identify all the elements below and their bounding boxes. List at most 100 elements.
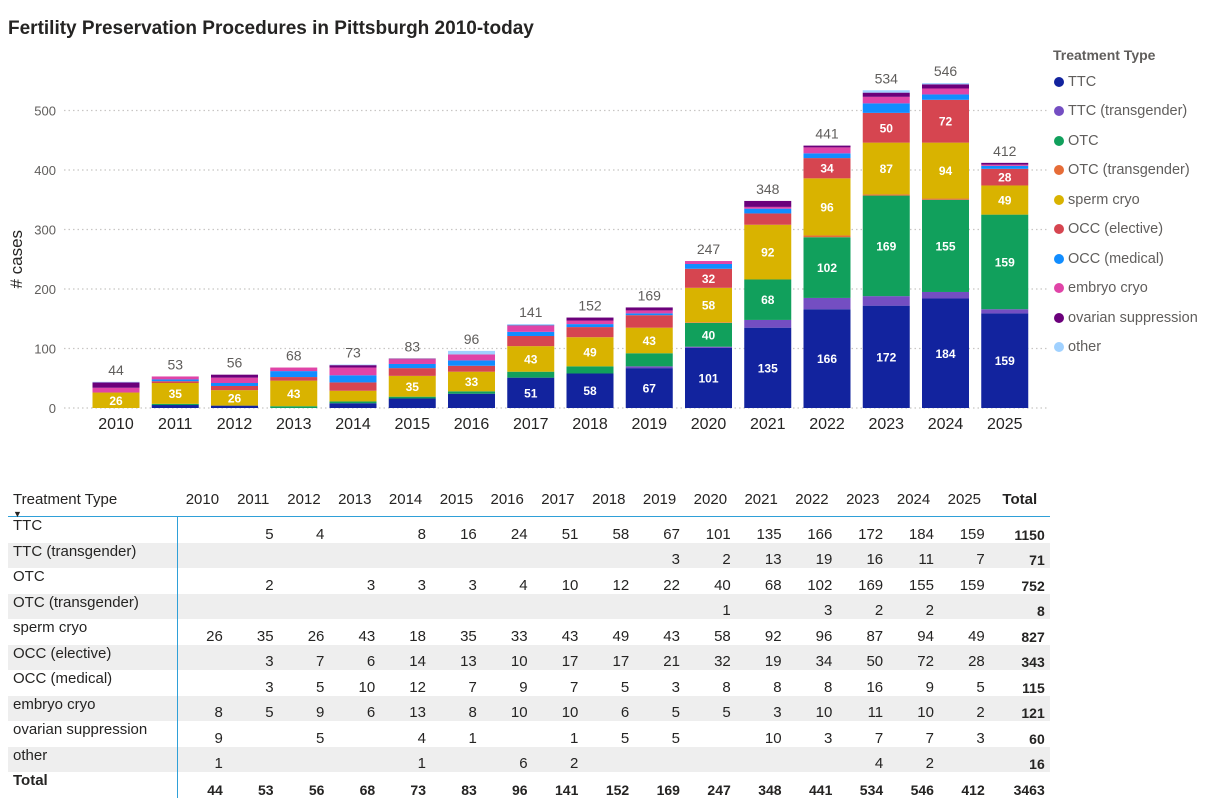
- table-row[interactable]: OTC (transgender) 1 3 2 2 8: [8, 593, 1050, 619]
- column-header-year[interactable]: 2022: [786, 483, 838, 517]
- table-cell: 155: [908, 576, 934, 594]
- legend-item[interactable]: OTC (transgender): [1053, 156, 1218, 186]
- bar-segment: [211, 390, 258, 406]
- legend-item[interactable]: embryo cryo: [1053, 274, 1218, 304]
- row-header: OCC (medical): [8, 670, 178, 696]
- column-header-total[interactable]: Total: [989, 483, 1050, 517]
- sort-descending-icon[interactable]: ▼: [13, 509, 22, 519]
- row-total-cell: 8: [989, 593, 1050, 619]
- segment-data-label: 169: [876, 239, 896, 253]
- legend-item[interactable]: sperm cryo: [1053, 185, 1218, 215]
- bar-segment: [862, 142, 910, 195]
- total-cell: 141: [555, 781, 579, 798]
- table-cell: 3: [824, 729, 833, 747]
- segment-data-label: 43: [287, 387, 301, 401]
- column-header-year[interactable]: 2023: [837, 483, 889, 517]
- table-cell: 2: [837, 593, 889, 619]
- column-header-year[interactable]: 2019: [634, 483, 685, 517]
- segment-data-label: 26: [109, 394, 123, 408]
- table-row[interactable]: other 1 1 6 2 4 2 16: [8, 746, 1050, 772]
- bar-segment: [862, 194, 910, 196]
- bar-segment: [685, 322, 732, 323]
- legend-item[interactable]: TTC (transgender): [1053, 97, 1218, 127]
- legend-item[interactable]: OCC (elective): [1053, 215, 1218, 245]
- column-header-year[interactable]: 2016: [481, 483, 533, 517]
- table-row[interactable]: embryo cryo 8 5 9 6 13 8 10 10 6 5 5 3 10 11 10 2 121: [8, 695, 1050, 721]
- table-row[interactable]: sperm cryo 26 35 26 43 18 35 33 43 49 43 58 92 96 87 94…: [8, 619, 1050, 645]
- legend-item[interactable]: ovarian suppression: [1053, 303, 1218, 333]
- bar-segment: [507, 325, 555, 326]
- table-cell: [329, 517, 380, 543]
- table-row[interactable]: OCC (elective) 3 7 6 14 13 10 17 17 21 32 19 34 50 72 2…: [8, 644, 1050, 670]
- segment-data-label: 155: [935, 239, 955, 253]
- table-cell: 3: [634, 542, 685, 568]
- legend-marker: [1054, 253, 1064, 264]
- table-cell: 3: [417, 576, 426, 594]
- table-row[interactable]: ovarian suppression 9 5 4 1 1 5 5 10 3 7 7 3 60: [8, 721, 1050, 747]
- bar-segment: [448, 360, 495, 366]
- column-header-year[interactable]: 2012: [278, 483, 330, 517]
- column-header-year[interactable]: 2024: [888, 483, 939, 517]
- table-row[interactable]: TTC (transgender) 3 2 13 19 16 11 7 71: [8, 542, 1050, 568]
- table-cell: 8: [430, 695, 482, 721]
- table-cell: 3: [735, 695, 787, 721]
- table-cell: [177, 644, 228, 670]
- bar-segment: [625, 307, 673, 311]
- bar-segment: [566, 317, 614, 321]
- y-tick-label: 400: [34, 163, 56, 178]
- table-cell: 5: [684, 695, 736, 721]
- table-row[interactable]: TTC 5 4 8 16 24 51 58 67 101 135 166 172 184 159 1150: [8, 516, 1050, 543]
- legend-marker: [1054, 194, 1064, 205]
- table-row[interactable]: OTC 2 3 3 3 4 10 12 22 40 68 102 169 155 159 752: [8, 568, 1050, 594]
- column-header-year[interactable]: 2017: [532, 483, 584, 517]
- table-cell: 5: [316, 678, 325, 696]
- table-cell: 43: [358, 627, 376, 645]
- column-header-treatment-type[interactable]: Treatment Type ▼: [8, 483, 177, 519]
- table-cell: [177, 517, 228, 543]
- column-header-year[interactable]: 2020: [684, 483, 736, 517]
- table-cell: [634, 593, 685, 619]
- column-header-year[interactable]: 2013: [329, 483, 381, 517]
- column-header-year[interactable]: 2021: [735, 483, 787, 517]
- legend-label: ovarian suppression: [1068, 309, 1198, 326]
- column-header-year[interactable]: 2018: [583, 483, 635, 517]
- legend-item[interactable]: other: [1053, 333, 1218, 363]
- table-cell: 50: [837, 644, 889, 670]
- table-cell: 26: [307, 627, 325, 645]
- table-cell: 32: [684, 644, 736, 670]
- grand-total-cell: 3463: [1013, 781, 1045, 798]
- total-cell: 169: [656, 781, 680, 798]
- column-header-year[interactable]: 2015: [430, 483, 482, 517]
- legend-marker: [1054, 165, 1064, 176]
- table-row[interactable]: OCC (medical) 3 5 10 12 7 9 7 5 3 8 8 8 16 9 5 115: [8, 670, 1050, 696]
- legend-item[interactable]: OCC (medical): [1053, 244, 1218, 274]
- column-header-year[interactable]: 2010: [177, 483, 228, 517]
- column-header-year[interactable]: 2025: [938, 483, 990, 517]
- bar-segment: [685, 261, 732, 265]
- legend-item[interactable]: TTC: [1053, 67, 1218, 97]
- table-cell: 5: [634, 695, 685, 721]
- bar-segment: [625, 368, 673, 408]
- table-cell: 19: [735, 644, 787, 670]
- x-tick-label: 2013: [276, 416, 312, 433]
- table-cell: [329, 746, 381, 772]
- column-header-year[interactable]: 2014: [380, 483, 431, 517]
- table-cell: [532, 593, 584, 619]
- bar-segment: [507, 331, 555, 337]
- row-total-cell: 1150: [1014, 526, 1045, 543]
- bar-segment: [507, 324, 555, 326]
- table-cell: [938, 746, 990, 772]
- bar-segment: [744, 319, 792, 328]
- legend-label: embryo cryo: [1068, 280, 1148, 297]
- legend-label: other: [1068, 339, 1102, 356]
- row-header: TTC (transgender): [8, 542, 178, 568]
- column-header-year[interactable]: 2011: [227, 483, 279, 517]
- table-cell: 2: [684, 542, 736, 568]
- table-cell: 2: [888, 593, 939, 619]
- table-cell: 6: [329, 695, 381, 721]
- row-header: TTC: [8, 516, 178, 543]
- legend-item[interactable]: OTC: [1053, 126, 1218, 156]
- table-cell: 8: [177, 695, 228, 721]
- table-cell: 87: [866, 627, 884, 645]
- table-cell: 10: [786, 695, 838, 721]
